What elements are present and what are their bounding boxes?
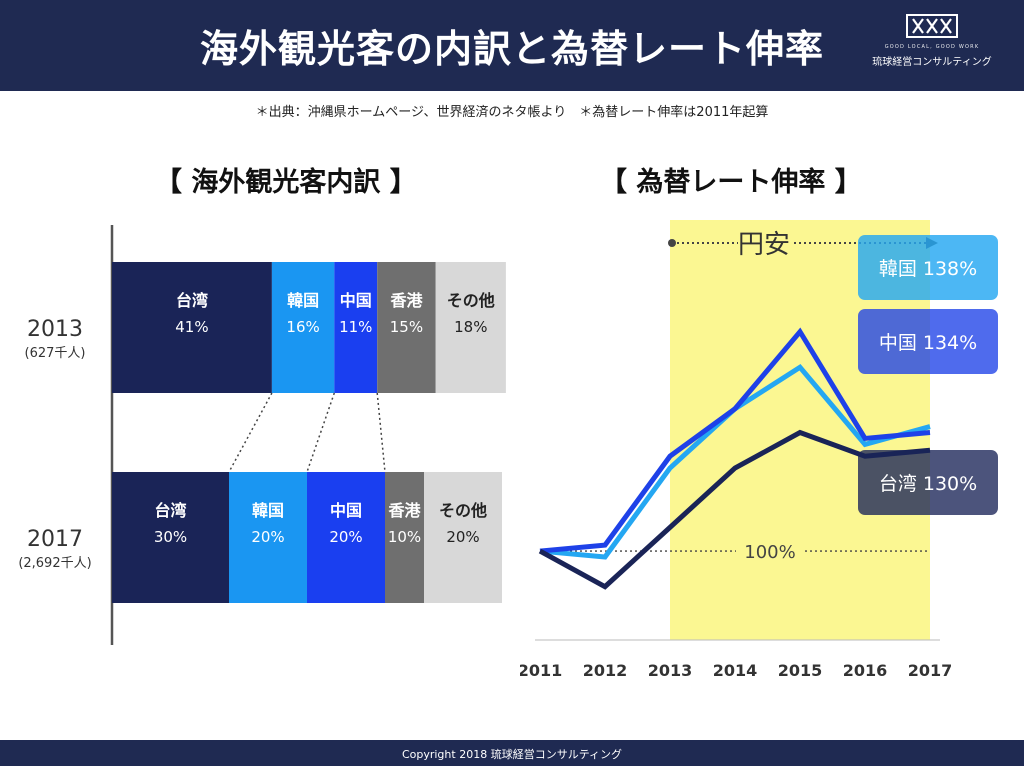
bar-value-2013-台湾: 41%: [175, 318, 208, 336]
bar-value-2013-中国: 11%: [339, 318, 372, 336]
bar-2013-中国: [334, 262, 378, 393]
series-line-中国: [539, 327, 931, 554]
bar-name-2017-香港: 香港: [387, 501, 421, 520]
footer-bar: [0, 740, 1024, 766]
bar-name-2017-韓国: 韓国: [252, 501, 284, 520]
bar-name-2013-中国: 中国: [340, 291, 372, 310]
visitor-breakdown-chart: 2013 (627千人) 台湾 41% 韓国 16% 中国 11% 香港 15% その他 18% 201…: [18, 225, 506, 645]
bar-2017-香港: [385, 472, 424, 603]
reference-label-bg: [736, 539, 804, 564]
bar-value-2017-台湾: 30%: [154, 528, 187, 546]
end-label-box-中国: [858, 309, 998, 374]
weak-yen-label: 円安: [738, 230, 790, 260]
bar-value-2017-香港: 10%: [388, 528, 421, 546]
bar-2017-台湾: [112, 472, 229, 603]
bar-value-2013-香港: 15%: [390, 318, 423, 336]
row-label-2017: 2017: [27, 527, 83, 552]
end-label-box-台湾: [858, 450, 998, 515]
header-bar: [0, 0, 1024, 91]
bar-connector-line: [228, 392, 273, 473]
bar-name-2013-その他: その他: [447, 291, 495, 310]
x-tick-2012: 2012: [583, 661, 628, 680]
company-logo: GOOD LOCAL, GOOD WORK 琉球経営コンサルティング: [872, 14, 992, 84]
bar-connector-line: [306, 392, 336, 473]
x-tick-2015: 2015: [778, 661, 823, 680]
exchange-chart-title: 【 為替レート伸率 】: [600, 167, 862, 198]
logo-mark-icon: [906, 14, 958, 38]
x-tick-2013: 2013: [648, 661, 693, 680]
bar-2017-韓国: [229, 472, 307, 603]
bar-name-2017-台湾: 台湾: [154, 501, 186, 520]
reference-label: 100%: [744, 542, 795, 563]
row-label-2013: 2013: [27, 317, 83, 342]
row-sublabel-2017: (2,692千人): [18, 556, 91, 571]
bar-value-2017-韓国: 20%: [251, 528, 284, 546]
bar-connector-line: [376, 392, 386, 473]
source-note: ＊出典：沖縄県ホームページ、世界経済のネタ帳より ＊為替レート伸率は2011年起…: [255, 105, 769, 120]
page-title: 海外観光客の内訳と為替レート伸率: [199, 27, 824, 71]
x-tick-2016: 2016: [843, 661, 888, 680]
bar-name-2017-その他: その他: [439, 501, 487, 520]
bar-2017-その他: [424, 472, 502, 603]
row-sublabel-2013: (627千人): [25, 346, 86, 361]
bar-name-2013-香港: 香港: [389, 291, 423, 310]
bar-name-2013-韓国: 韓国: [287, 291, 319, 310]
bar-value-2013-韓国: 16%: [286, 318, 319, 336]
x-tick-2014: 2014: [713, 661, 758, 680]
bar-2013-韓国: [271, 262, 335, 393]
bar-2017-中国: [307, 472, 385, 603]
bar-value-2017-中国: 20%: [329, 528, 362, 546]
end-label-台湾: 台湾 130%: [879, 473, 977, 495]
x-tick-2011: 2011: [520, 661, 562, 680]
logo-tagline: GOOD LOCAL, GOOD WORK: [884, 44, 980, 50]
end-label-中国: 中国 134%: [879, 332, 977, 354]
end-label-box-韓国: [858, 235, 998, 300]
bar-name-2013-台湾: 台湾: [176, 291, 208, 310]
end-label-韓国: 韓国 138%: [879, 258, 977, 280]
breakdown-chart-title: 【 海外観光客内訳 】: [155, 167, 417, 198]
bar-name-2017-中国: 中国: [330, 501, 362, 520]
bar-2013-台湾: [112, 262, 272, 393]
copyright-text: Copyright 2018 琉球経営コンサルティング: [401, 748, 623, 761]
bar-value-2013-その他: 18%: [454, 318, 487, 336]
x-tick-2017: 2017: [908, 661, 953, 680]
bar-2013-香港: [377, 262, 436, 393]
logo-company-name: 琉球経営コンサルティング: [872, 57, 992, 68]
bar-2013-その他: [435, 262, 506, 393]
bar-value-2017-その他: 20%: [446, 528, 479, 546]
